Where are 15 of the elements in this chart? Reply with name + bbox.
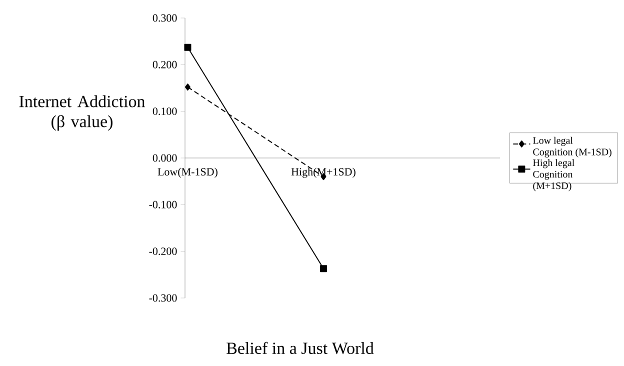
legend-label: Low legal Cognition (M-1SD) xyxy=(533,136,612,158)
point xyxy=(184,84,190,91)
y-tick-label: -0.200 xyxy=(149,248,177,256)
x-axis-title: Belief in a Just World xyxy=(226,342,374,354)
legend-label: High legal Cognition (M+1SD) xyxy=(533,159,574,192)
y-axis-title: Internet Addiction (β value) xyxy=(19,95,146,131)
y-tick-label: -0.300 xyxy=(149,294,177,302)
y-tick-label: -0.100 xyxy=(149,200,177,208)
y-tick-label: 0.000 xyxy=(152,154,177,162)
y-tick-label: 0.200 xyxy=(152,60,177,68)
x-tick-label: Low(M-1SD) xyxy=(158,168,218,178)
y-tick-label: 0.300 xyxy=(152,14,177,22)
point xyxy=(320,265,327,272)
point xyxy=(184,44,192,51)
y-tick-label: 0.100 xyxy=(152,108,177,116)
